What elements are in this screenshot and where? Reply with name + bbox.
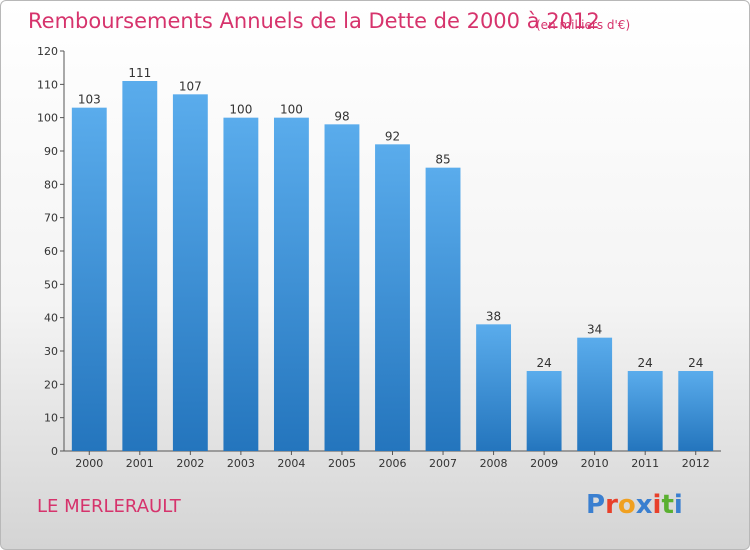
bar-2008 bbox=[476, 324, 512, 451]
proxiti-logo[interactable]: Proxiti bbox=[586, 490, 683, 520]
logo-letter: x bbox=[635, 490, 653, 520]
bar-2009 bbox=[526, 371, 562, 451]
y-tick-label: 50 bbox=[44, 278, 58, 291]
y-tick-label: 90 bbox=[44, 145, 58, 158]
bar-2011 bbox=[627, 371, 663, 451]
data-label-2004: 100 bbox=[280, 103, 303, 117]
x-tick-label: 2012 bbox=[682, 457, 710, 470]
data-label-2003: 100 bbox=[229, 103, 252, 117]
bar-2012 bbox=[678, 371, 714, 451]
logo-letter: o bbox=[617, 490, 636, 520]
bar-2007 bbox=[425, 167, 461, 451]
bars bbox=[71, 81, 714, 452]
logo-letter: i bbox=[652, 490, 662, 520]
axes: 0 10 20 30 40 50 60 70 80 90 100 110 120 2000 2001 2002… bbox=[37, 45, 721, 470]
commune-name: LE MERLERAULT bbox=[37, 496, 181, 517]
bar-2006 bbox=[375, 144, 410, 452]
data-label-2007: 85 bbox=[435, 153, 450, 167]
data-label-2002: 107 bbox=[179, 79, 202, 93]
y-tick-label: 70 bbox=[44, 212, 58, 225]
data-label-2010: 34 bbox=[587, 323, 602, 337]
bar-2002 bbox=[172, 94, 208, 451]
y-tick-label: 0 bbox=[51, 445, 58, 458]
bar-2004 bbox=[273, 117, 309, 452]
logo-letter: t bbox=[661, 490, 674, 520]
x-tick-label: 2000 bbox=[75, 457, 103, 470]
x-tick-label: 2009 bbox=[530, 457, 558, 470]
data-label-2000: 103 bbox=[78, 93, 101, 107]
y-tick-label: 110 bbox=[37, 78, 58, 91]
y-tick-label: 120 bbox=[37, 45, 58, 58]
bar-2003 bbox=[223, 117, 259, 452]
y-tick-label: 80 bbox=[44, 178, 58, 191]
x-tick-label: 2005 bbox=[328, 457, 356, 470]
x-tick-label: 2001 bbox=[126, 457, 154, 470]
data-labels: 103 111 107 100 100 98 92 85 38 24 34 24 24 bbox=[78, 66, 704, 370]
logo-letter: r bbox=[605, 490, 618, 520]
chart-subtitle: (en milliers d'€) bbox=[536, 18, 631, 32]
bar-2001 bbox=[122, 81, 158, 451]
y-tick-label: 100 bbox=[37, 112, 58, 125]
y-tick-label: 60 bbox=[44, 245, 58, 258]
data-label-2005: 98 bbox=[334, 109, 349, 123]
y-tick-label: 10 bbox=[44, 412, 58, 425]
bar-2010 bbox=[577, 337, 613, 451]
data-label-2006: 92 bbox=[385, 129, 400, 143]
y-tick-label: 20 bbox=[44, 378, 58, 391]
y-tick-label: 30 bbox=[44, 345, 58, 358]
x-tick-label: 2004 bbox=[277, 457, 305, 470]
x-tick-label: 2011 bbox=[631, 457, 659, 470]
data-label-2001: 111 bbox=[128, 66, 151, 80]
x-tick-label: 2007 bbox=[429, 457, 457, 470]
data-label-2011: 24 bbox=[638, 356, 653, 370]
x-tick-label: 2010 bbox=[581, 457, 609, 470]
data-label-2012: 24 bbox=[688, 356, 703, 370]
logo-letter: i bbox=[673, 490, 683, 520]
chart-title: Remboursements Annuels de la Dette de 20… bbox=[28, 9, 600, 33]
data-label-2009: 24 bbox=[536, 356, 551, 370]
bar-2000 bbox=[71, 107, 107, 452]
x-tick-label: 2002 bbox=[176, 457, 204, 470]
y-tick-label: 40 bbox=[44, 312, 58, 325]
x-tick-label: 2003 bbox=[227, 457, 255, 470]
logo-letter: P bbox=[586, 490, 606, 520]
bar-2005 bbox=[324, 124, 360, 451]
data-label-2008: 38 bbox=[486, 309, 501, 323]
x-tick-label: 2006 bbox=[379, 457, 407, 470]
x-tick-label: 2008 bbox=[480, 457, 508, 470]
